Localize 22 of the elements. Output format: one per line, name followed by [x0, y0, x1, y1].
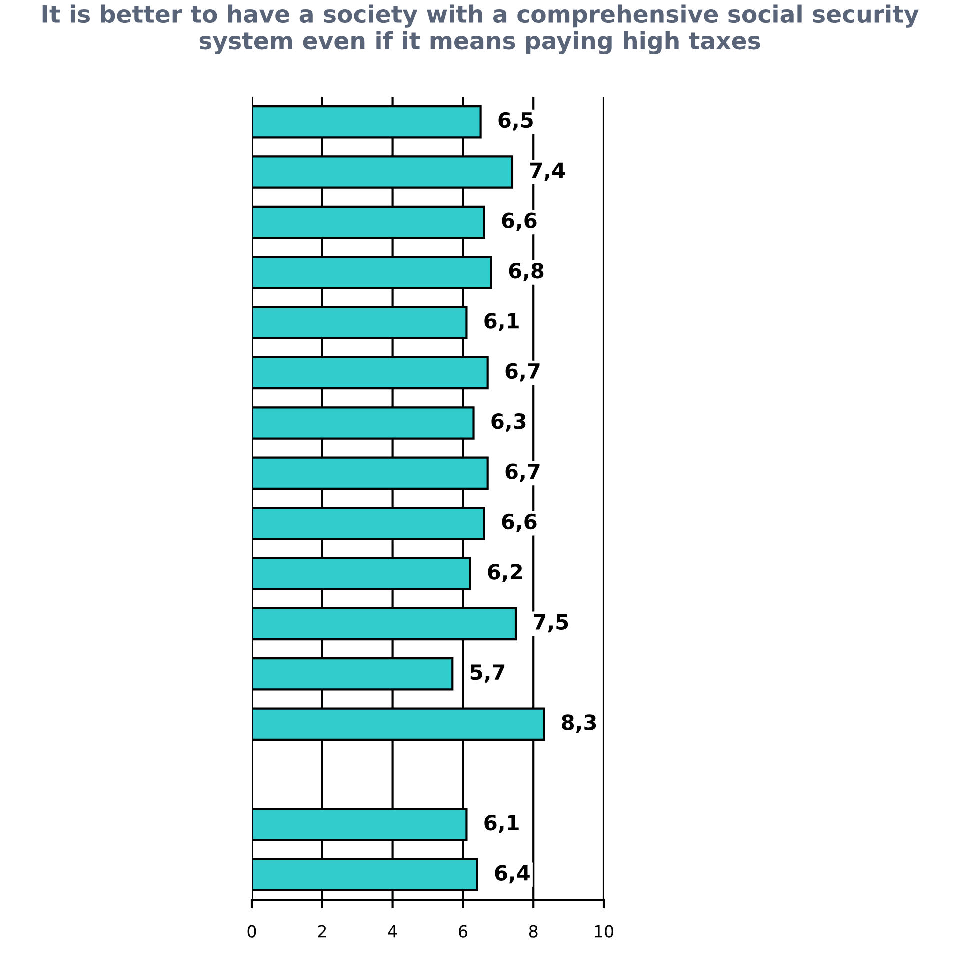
x-tick-label: 6	[459, 925, 468, 938]
data-label: 7,5	[534, 614, 568, 633]
data-label: 6,8	[509, 262, 544, 282]
x-tick-label: 0	[248, 925, 256, 938]
data-label: 6,1	[484, 313, 519, 332]
data-label: 6,4	[495, 865, 530, 884]
x-tick-label: 8	[529, 925, 538, 938]
data-label: 6,6	[502, 514, 537, 532]
data-label: 6,3	[492, 414, 526, 432]
x-tick-label: 4	[388, 926, 398, 938]
data-label: 5,7	[470, 664, 505, 683]
data-label: 6,2	[488, 564, 522, 582]
data-label: 6,6	[502, 212, 537, 232]
chart-title: It is better to have a society with a comprehensive social security system even if it means paying high taxes	[42, 4, 919, 54]
data-label: 7,4	[530, 162, 566, 181]
data-label: 6,7	[506, 363, 540, 382]
data-label: 6,7	[506, 464, 540, 482]
x-tick-label: 10	[595, 925, 614, 938]
data-label: 6,1	[484, 815, 519, 834]
x-tick-label: 2	[318, 925, 326, 938]
data-label: 8,3	[562, 714, 596, 734]
data-label: 6,5	[498, 112, 533, 131]
